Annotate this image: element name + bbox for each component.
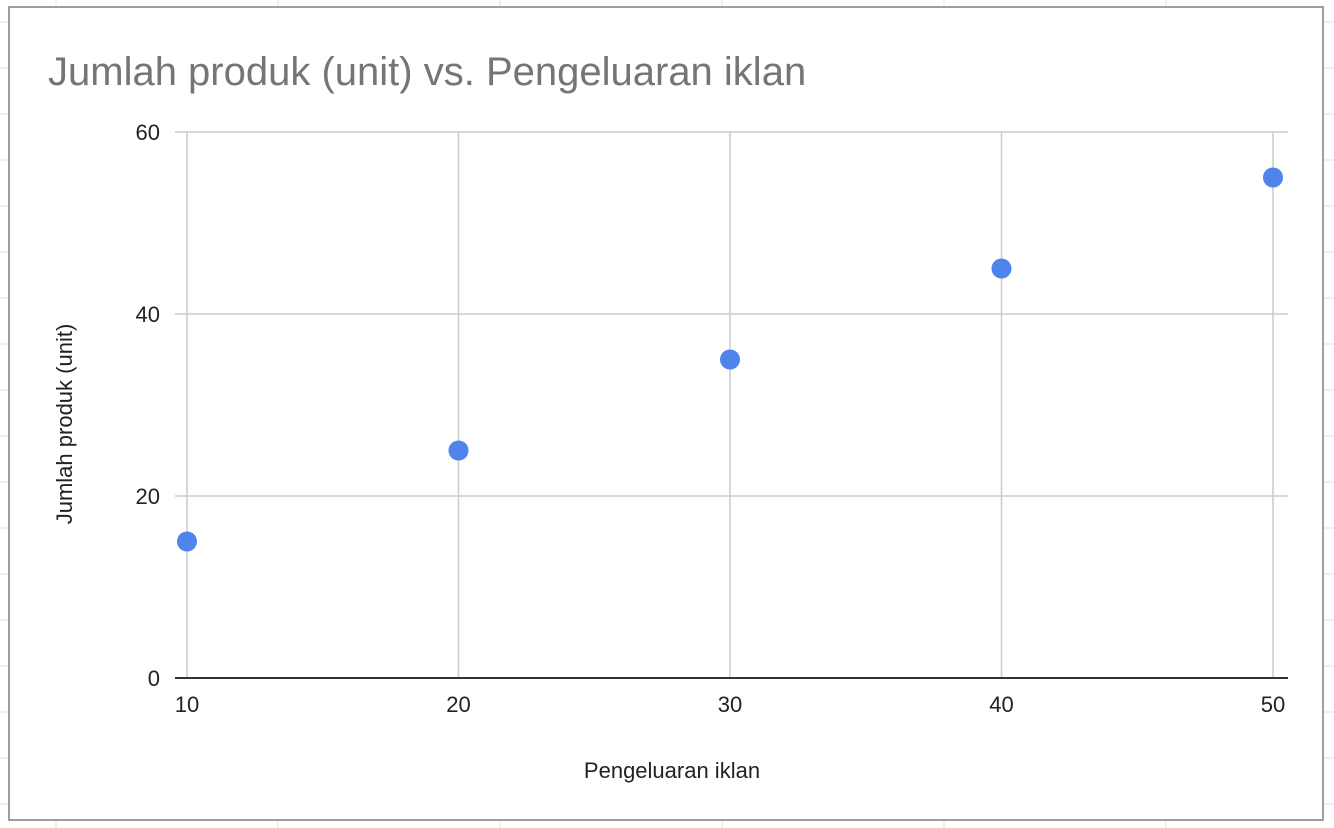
data-point[interactable] [720, 349, 740, 370]
x-tick-label: 20 [446, 692, 470, 717]
data-point[interactable] [991, 258, 1012, 279]
x-tick-label: 50 [1261, 692, 1285, 717]
x-tick-label: 10 [175, 692, 199, 717]
axes: 0 20 40 60 10 20 30 40 50 [136, 120, 1288, 717]
y-axis-title: Jumlah produk (unit) [52, 324, 77, 525]
scatter-chart: Jumlah produk (unit) vs. Pengeluaran ikl… [48, 50, 1288, 783]
y-tick-label: 60 [136, 120, 160, 145]
x-tick-label: 30 [718, 692, 742, 717]
chart-container[interactable]: Jumlah produk (unit) vs. Pengeluaran ikl… [8, 6, 1324, 821]
chart-title: Jumlah produk (unit) vs. Pengeluaran ikl… [48, 50, 806, 94]
data-point[interactable] [177, 531, 197, 552]
x-axis-title: Pengeluaran iklan [584, 758, 760, 783]
y-tick-label: 20 [136, 484, 160, 509]
data-point[interactable] [1263, 167, 1283, 188]
gridlines [175, 131, 1288, 678]
y-tick-label: 0 [148, 666, 160, 691]
data-points [177, 167, 1283, 552]
data-point[interactable] [448, 440, 469, 461]
x-tick-label: 40 [989, 692, 1013, 717]
y-tick-label: 40 [136, 302, 160, 327]
